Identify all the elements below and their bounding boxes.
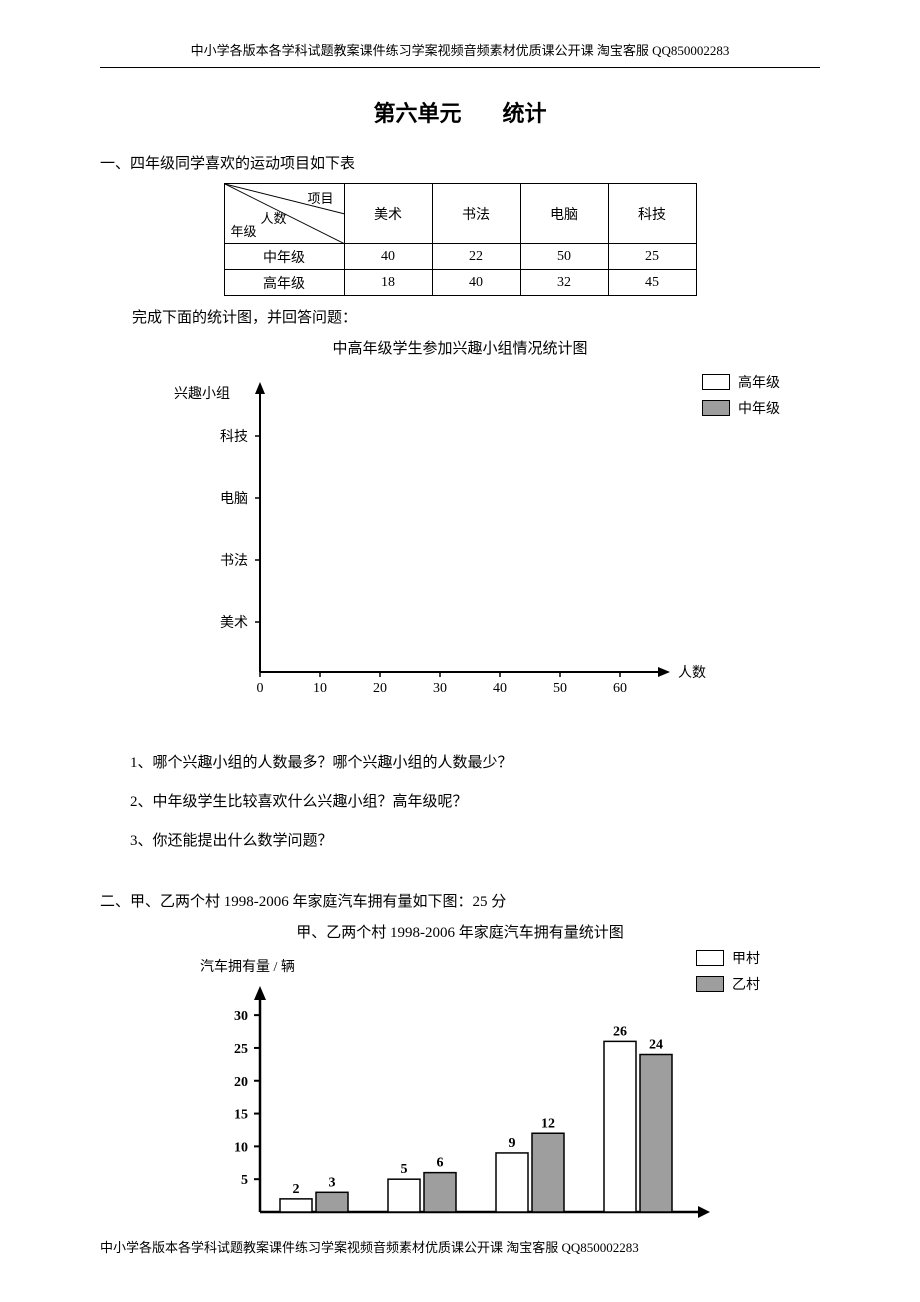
svg-text:60: 60	[613, 681, 627, 696]
svg-text:10: 10	[234, 1140, 248, 1155]
svg-text:24: 24	[649, 1038, 663, 1053]
chart2-svg: 5 10 15 20 25 30 2 3 5 6 9 12 26 24	[180, 982, 740, 1222]
svg-text:20: 20	[234, 1075, 248, 1090]
chart1-title: 中高年级学生参加兴趣小组情况统计图	[100, 337, 820, 358]
cell: 18	[344, 270, 432, 296]
legend-label: 中年级	[738, 398, 780, 418]
questions-block: 1、哪个兴趣小组的人数最多？哪个兴趣小组的人数最少？ 2、中年级学生比较喜欢什么…	[130, 751, 820, 850]
page-footer: 中小学各版本各学科试题教案课件练习学案视频音频素材优质课公开课 淘宝客服 QQ8…	[100, 1237, 820, 1256]
page-title: 第六单元 统计	[100, 96, 820, 128]
svg-text:兴趣小组: 兴趣小组	[174, 386, 230, 402]
table-header-row: 项目 人数 年级 美术 书法 电脑 科技	[224, 184, 696, 244]
svg-text:10: 10	[313, 681, 327, 696]
diagonal-header: 项目 人数 年级	[224, 184, 344, 244]
legend-item: 高年级	[702, 372, 780, 392]
row-label: 中年级	[224, 244, 344, 270]
cell: 25	[608, 244, 696, 270]
legend-swatch	[702, 400, 730, 416]
title-suffix: 统计	[503, 101, 547, 126]
preferences-table: 项目 人数 年级 美术 书法 电脑 科技 中年级 40 22 50 25 高年级…	[224, 183, 697, 296]
chart2-title: 甲、乙两个村 1998-2006 年家庭汽车拥有量统计图	[100, 921, 820, 942]
svg-text:20: 20	[373, 681, 387, 696]
svg-text:5: 5	[401, 1162, 408, 1177]
svg-text:30: 30	[433, 681, 447, 696]
svg-text:15: 15	[234, 1108, 248, 1123]
diag-top-label: 项目	[307, 188, 333, 207]
col-header: 美术	[344, 184, 432, 244]
legend-swatch	[696, 950, 724, 966]
svg-text:0: 0	[257, 681, 264, 696]
svg-text:40: 40	[493, 681, 507, 696]
svg-text:2: 2	[293, 1182, 300, 1197]
diag-mid-label: 人数	[261, 208, 287, 227]
svg-text:书法: 书法	[220, 553, 248, 569]
cell: 22	[432, 244, 520, 270]
chart2-y-axis-label: 汽车拥有量 / 辆	[200, 956, 740, 976]
svg-text:6: 6	[437, 1156, 444, 1171]
legend-label: 高年级	[738, 372, 780, 392]
title-prefix: 第六单元	[373, 101, 461, 126]
chart2-legend: 甲村 乙村	[696, 948, 760, 1000]
svg-text:30: 30	[234, 1009, 248, 1024]
svg-text:人数: 人数	[678, 665, 706, 681]
question: 2、中年级学生比较喜欢什么兴趣小组？高年级呢？	[130, 790, 820, 811]
question: 1、哪个兴趣小组的人数最多？哪个兴趣小组的人数最少？	[130, 751, 820, 772]
col-header: 科技	[608, 184, 696, 244]
cell: 32	[520, 270, 608, 296]
cell: 45	[608, 270, 696, 296]
table-row: 中年级 40 22 50 25	[224, 244, 696, 270]
section1-heading: 一、四年级同学喜欢的运动项目如下表	[100, 152, 820, 173]
svg-text:美术: 美术	[220, 615, 248, 631]
legend-item: 中年级	[702, 398, 780, 418]
table-row: 高年级 18 40 32 45	[224, 270, 696, 296]
instruction-text: 完成下面的统计图，并回答问题：	[132, 306, 820, 327]
legend-item: 乙村	[696, 974, 760, 994]
legend-label: 乙村	[732, 974, 760, 994]
svg-text:5: 5	[241, 1173, 248, 1188]
svg-text:9: 9	[509, 1136, 516, 1151]
chart1-svg: 兴趣小组人数 科技电脑书法美术 0 10 20 30 40 50 60	[160, 372, 720, 722]
svg-text:科技: 科技	[220, 429, 248, 445]
svg-text:26: 26	[613, 1024, 627, 1039]
svg-text:3: 3	[329, 1175, 336, 1190]
svg-text:25: 25	[234, 1042, 248, 1057]
page-header: 中小学各版本各学科试题教案课件练习学案视频音频素材优质课公开课 淘宝客服 QQ8…	[100, 40, 820, 59]
legend-swatch	[702, 374, 730, 390]
section2-heading: 二、甲、乙两个村 1998-2006 年家庭汽车拥有量如下图：25 分	[100, 890, 820, 911]
col-header: 电脑	[520, 184, 608, 244]
legend-item: 甲村	[696, 948, 760, 968]
question: 3、你还能提出什么数学问题？	[130, 829, 820, 850]
chart1-container: 高年级 中年级 兴趣小组人数 科技电脑书法美术 0 10 20 30 40 50 60	[160, 372, 780, 727]
legend-label: 甲村	[732, 948, 760, 968]
chart2-container: 甲村 乙村 汽车拥有量 / 辆 5101520253023569122624	[180, 956, 740, 1227]
row-label: 高年级	[224, 270, 344, 296]
legend-swatch	[696, 976, 724, 992]
cell: 40	[344, 244, 432, 270]
header-rule	[100, 67, 820, 68]
chart1-legend: 高年级 中年级	[702, 372, 780, 424]
svg-text:12: 12	[541, 1116, 555, 1131]
svg-text:电脑: 电脑	[220, 491, 248, 507]
svg-text:50: 50	[553, 681, 567, 696]
cell: 50	[520, 244, 608, 270]
cell: 40	[432, 270, 520, 296]
col-header: 书法	[432, 184, 520, 244]
diag-bottom-label: 年级	[231, 221, 257, 240]
